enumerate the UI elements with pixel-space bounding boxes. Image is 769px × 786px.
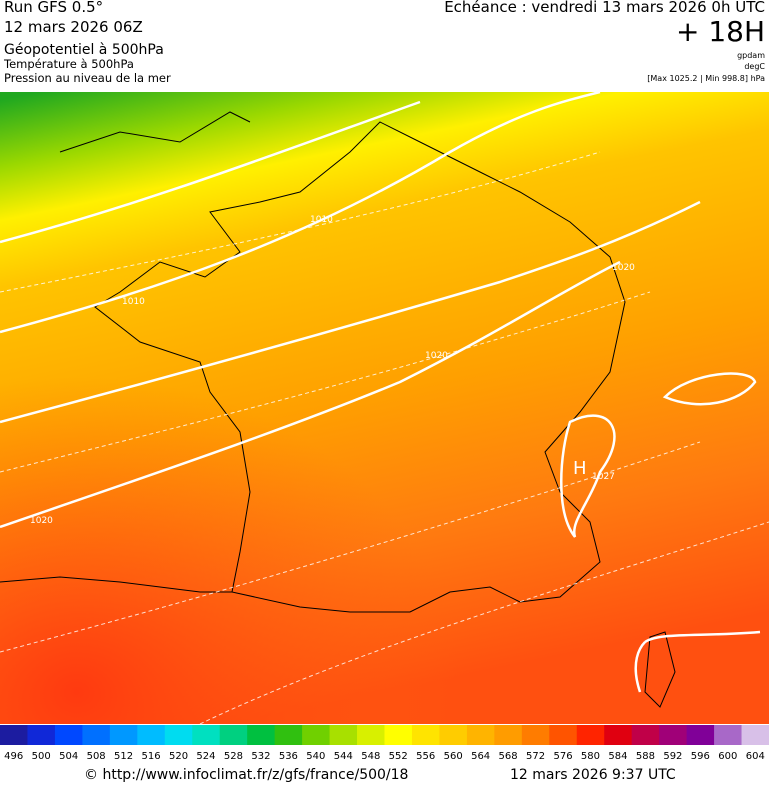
scale-label: 520 [169, 751, 188, 762]
lead-time: + 18H [675, 15, 765, 48]
source-url: © http://www.infoclimat.fr/z/gfs/france/… [84, 767, 409, 783]
scale-label: 536 [279, 751, 298, 762]
color-swatch [164, 725, 193, 745]
param: Pression au niveau de la mer [4, 71, 171, 85]
high-marker: H [573, 458, 587, 479]
scale-label: 568 [499, 751, 518, 762]
color-swatch [521, 725, 550, 745]
color-swatch [357, 725, 385, 745]
scale-label: 548 [361, 751, 380, 762]
color-swatch [466, 725, 495, 745]
contour-label: 1010 [310, 215, 333, 225]
color-swatch [384, 725, 413, 745]
scale-label: 512 [114, 751, 133, 762]
color-swatch [27, 725, 56, 745]
unit: gpdam [737, 51, 765, 60]
scale-label: 524 [196, 751, 215, 762]
color-swatch [714, 725, 743, 745]
scale-label: 504 [59, 751, 78, 762]
scale-label: 592 [663, 751, 682, 762]
echeance: Echéance : vendredi 13 mars 2026 0h UTC [444, 0, 765, 16]
scale-label: 580 [581, 751, 600, 762]
color-swatch [54, 725, 83, 745]
color-swatch [411, 725, 440, 745]
color-swatch [109, 725, 138, 745]
minmax: [Max 1025.2 | Min 998.8] hPa [647, 74, 765, 83]
color-swatch [0, 725, 28, 745]
scale-label: 532 [251, 751, 270, 762]
scale-label: 560 [444, 751, 463, 762]
scale-label: 584 [608, 751, 627, 762]
contour-label: 1020 [425, 351, 448, 361]
color-swatch [686, 725, 715, 745]
color-swatch [576, 725, 605, 745]
scale-label: 588 [636, 751, 655, 762]
color-scale: 496 500 504 508 512 516 520 524 528 532 536 540 544 5… [0, 725, 769, 762]
scale-label: 564 [471, 751, 490, 762]
scale-label: 500 [32, 751, 51, 762]
color-swatch [274, 725, 303, 745]
scale-label: 516 [142, 751, 161, 762]
isotherm [0, 151, 769, 724]
color-swatch [192, 725, 221, 745]
scale-label: 604 [746, 751, 765, 762]
scale-label: 576 [553, 751, 572, 762]
unit: degC [744, 62, 765, 71]
scale-label: 596 [691, 751, 710, 762]
color-swatch [659, 725, 688, 745]
scale-label: 528 [224, 751, 243, 762]
contour-label: 1010 [122, 297, 145, 307]
scale-label: 572 [526, 751, 545, 762]
scale-label: 508 [87, 751, 106, 762]
scale-label: 544 [334, 751, 353, 762]
run: Run GFS 0.5° [4, 0, 104, 16]
color-swatch [631, 725, 660, 745]
timestamp: 12 mars 2026 9:37 UTC [510, 767, 676, 783]
param: Température à 500hPa [4, 57, 134, 71]
color-swatch [302, 725, 331, 745]
color-swatch [741, 725, 769, 745]
scale-label: 600 [718, 751, 737, 762]
color-swatch [439, 725, 468, 745]
color-swatch [247, 725, 276, 745]
contour-label: 1020 [612, 263, 635, 273]
param: Géopotentiel à 500hPa [4, 42, 164, 58]
color-swatch [137, 725, 166, 745]
scale-label: 556 [416, 751, 435, 762]
contour-label: 1020 [30, 516, 53, 526]
color-swatch [329, 725, 358, 745]
color-swatch [82, 725, 111, 745]
map: 1010 1010 1020 1020 1020 1027 H [0, 92, 769, 724]
color-swatch [494, 725, 523, 745]
field [0, 92, 769, 724]
scale-label: 540 [306, 751, 325, 762]
color-swatch [549, 725, 578, 745]
scale-label: 552 [389, 751, 408, 762]
color-swatch [219, 725, 248, 745]
color-swatch [604, 725, 633, 745]
run-date: 12 mars 2026 06Z [4, 18, 143, 36]
isobar [0, 92, 761, 693]
coastline [0, 111, 676, 708]
contour-label: 1027 [592, 472, 615, 482]
scale-label: 496 [4, 751, 23, 762]
